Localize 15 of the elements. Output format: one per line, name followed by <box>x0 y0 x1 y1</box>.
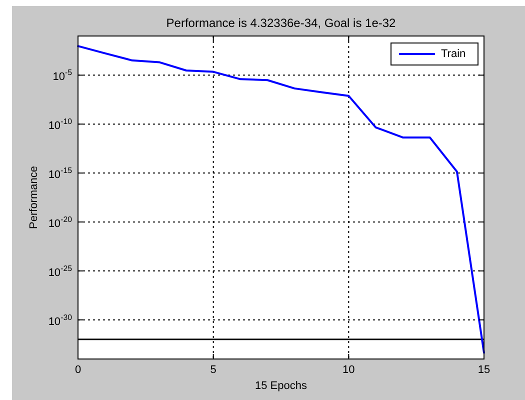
y-tick-label: 10$^{-25}$ <box>48 264 73 279</box>
chart-title: Performance is 4.32336e-34, Goal is 1e-32 <box>166 16 396 30</box>
y-axis-title: Performance <box>28 166 40 229</box>
y-tick-label: 10$^{-5}$ <box>52 68 73 84</box>
x-tick-label: 15 <box>478 364 490 376</box>
x-axis-title: 15 Epochs <box>255 380 308 392</box>
x-tick-label: 5 <box>210 364 216 376</box>
y-tick-label: 10$^{-30}$ <box>48 312 73 328</box>
line-series <box>77 45 485 354</box>
legend-label: Train <box>441 48 466 60</box>
y-tick-label: 10$^{-20}$ <box>48 214 73 230</box>
x-tick-label: 10 <box>342 364 355 376</box>
y-tick-label: 10$^{-10}$ <box>48 117 73 132</box>
x-tick-label: 0 <box>74 364 82 376</box>
y-tick-label: 10$^{-15}$ <box>48 166 73 182</box>
